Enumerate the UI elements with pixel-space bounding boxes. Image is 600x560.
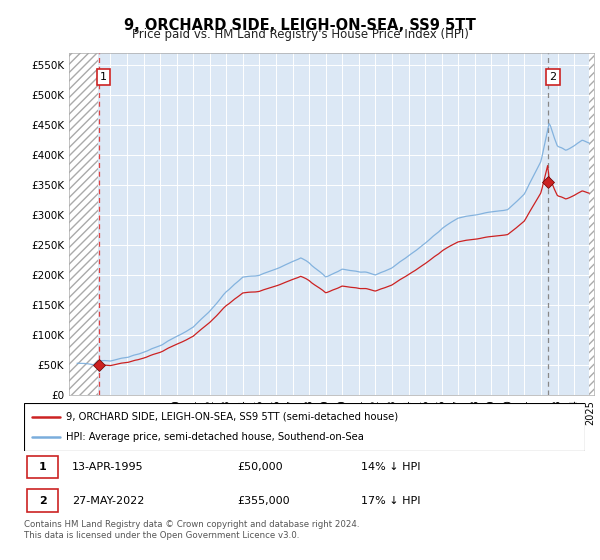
Bar: [69, 53, 98, 395]
Text: 2: 2: [549, 72, 556, 82]
Text: £355,000: £355,000: [237, 496, 290, 506]
Text: HPI: Average price, semi-detached house, Southend-on-Sea: HPI: Average price, semi-detached house,…: [66, 432, 364, 442]
Text: 14% ↓ HPI: 14% ↓ HPI: [361, 461, 420, 472]
Text: Price paid vs. HM Land Registry's House Price Index (HPI): Price paid vs. HM Land Registry's House …: [131, 28, 469, 41]
FancyBboxPatch shape: [27, 489, 58, 512]
Text: Contains HM Land Registry data © Crown copyright and database right 2024.
This d: Contains HM Land Registry data © Crown c…: [24, 520, 359, 540]
Bar: [589, 53, 594, 395]
Text: £50,000: £50,000: [237, 461, 283, 472]
Text: 17% ↓ HPI: 17% ↓ HPI: [361, 496, 420, 506]
Text: 1: 1: [100, 72, 107, 82]
Text: 1: 1: [38, 461, 46, 472]
FancyBboxPatch shape: [27, 456, 58, 478]
Text: 9, ORCHARD SIDE, LEIGH-ON-SEA, SS9 5TT (semi-detached house): 9, ORCHARD SIDE, LEIGH-ON-SEA, SS9 5TT (…: [66, 412, 398, 422]
FancyBboxPatch shape: [24, 403, 585, 451]
Text: 13-APR-1995: 13-APR-1995: [71, 461, 143, 472]
Text: 2: 2: [38, 496, 46, 506]
Text: 27-MAY-2022: 27-MAY-2022: [71, 496, 144, 506]
Text: 9, ORCHARD SIDE, LEIGH-ON-SEA, SS9 5TT: 9, ORCHARD SIDE, LEIGH-ON-SEA, SS9 5TT: [124, 18, 476, 33]
